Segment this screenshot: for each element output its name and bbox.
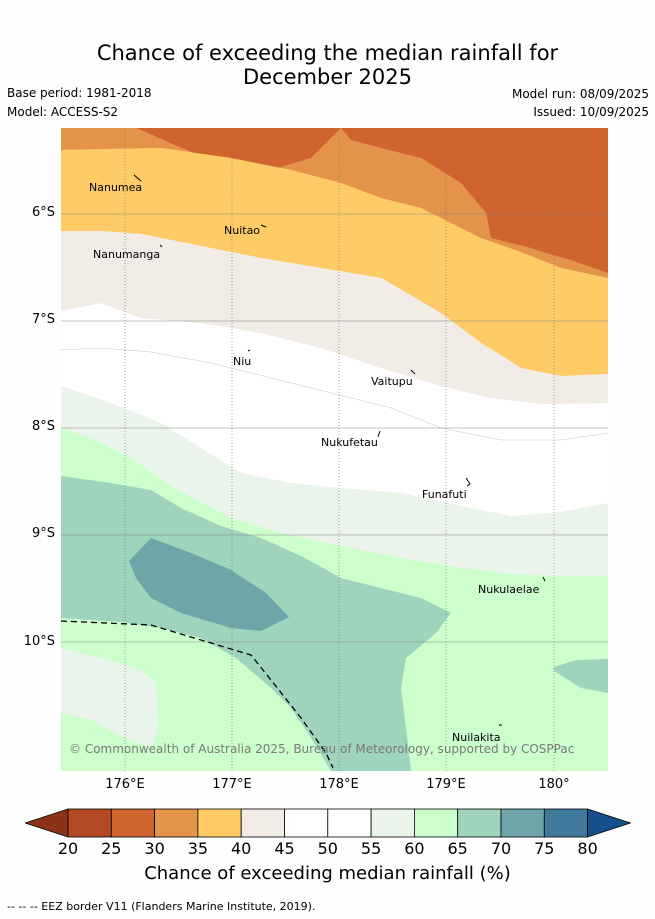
place-label: Nukufetau (321, 436, 378, 449)
band-30-35-ne (341, 128, 608, 273)
colorbar-cell (197, 808, 242, 838)
colorbar-cell (154, 808, 199, 838)
colorbar-cell (327, 808, 372, 838)
colorbar-tick-label: 65 (447, 839, 468, 858)
band-40-45-top (61, 148, 608, 376)
map-title-line2: December 2025 (242, 65, 412, 89)
colorbar-cell (457, 808, 502, 838)
colorbar-tick-label: 20 (57, 839, 79, 858)
lat-tick-label: 9°S (31, 526, 55, 541)
colorbar-title: Chance of exceeding median rainfall (%) (144, 863, 511, 884)
colorbar-tick-label: 55 (360, 839, 382, 858)
band-45-50-top (61, 231, 608, 404)
lat-tick-label: 10°S (23, 634, 55, 649)
grid (124, 128, 555, 771)
eez-border (61, 620, 334, 769)
colorbar-cell (67, 808, 112, 838)
colorbar-tick-label: 70 (490, 839, 512, 858)
colorbar-cell (284, 808, 329, 838)
place-label: Niu (233, 355, 252, 368)
model-run: Model run: 08/09/2025 (511, 87, 649, 101)
contour-50 (61, 347, 608, 441)
colorbar-tick-label: 35 (187, 839, 209, 858)
colorbar-tick-label: 50 (317, 839, 338, 858)
colorbar-tick-label: 30 (144, 839, 165, 858)
lat-grid (61, 213, 608, 643)
lon-tick-label: 177°E (212, 777, 252, 792)
colorbar-cell (240, 808, 285, 838)
colorbar-tick-label: 25 (101, 839, 122, 858)
issued-date: Issued: 10/09/2025 (533, 105, 649, 119)
colorbar-tick-label: 80 (577, 839, 598, 858)
lon-tick-label: 176°E (105, 777, 145, 792)
band-70-75 (129, 538, 289, 631)
lat-tick-label: 7°S (31, 312, 55, 327)
lat-tick-label: 6°S (31, 205, 55, 220)
lat-tick-label: 8°S (31, 419, 55, 434)
colorbar-tick-label: 40 (231, 839, 252, 858)
copyright-notice: © Commonwealth of Australia 2025, Bureau… (69, 742, 575, 756)
colorbar-extend-high (587, 808, 631, 838)
colorbar-cell (370, 808, 415, 838)
colorbar-cell (500, 808, 545, 838)
colorbar-cell (110, 808, 156, 838)
place-label: Nanumea (89, 181, 143, 194)
eez-legend: -- -- -- EEZ border V11 (Flanders Marine… (7, 900, 316, 913)
colorbar-extend-low (25, 808, 69, 838)
colorbar-tick-label: 75 (534, 839, 555, 858)
model-name: Model: ACCESS-S2 (7, 105, 119, 119)
lon-tick-label: 179°E (426, 777, 466, 792)
place-label: Nukulaelae (478, 583, 540, 596)
colorbar-cell (543, 808, 588, 838)
place-label: Nuilakita (452, 731, 501, 744)
band-55-60-sw (61, 648, 158, 748)
lon-tick-label: 180° (538, 777, 570, 792)
colorbar-tick-label: 60 (404, 839, 425, 858)
base-period: Base period: 1981-2018 (7, 86, 152, 100)
band-65-70-se (554, 659, 608, 693)
colorbar (25, 808, 631, 838)
band-30-35 (136, 128, 341, 173)
colorbar-tick-label: 45 (274, 839, 295, 858)
place-label: Funafuti (422, 488, 467, 501)
band-55-60 (61, 386, 608, 576)
place-label: Vaitupu (371, 375, 413, 388)
colorbar-cell (413, 808, 459, 838)
place-label: Nanumanga (93, 248, 161, 261)
band-35-40-upper (61, 128, 608, 278)
lon-tick-label: 178°E (319, 777, 359, 792)
map-title-line1: Chance of exceeding the median rainfall … (96, 41, 559, 65)
place-label: Nuitao (224, 224, 261, 237)
rainfall-map (61, 128, 608, 771)
